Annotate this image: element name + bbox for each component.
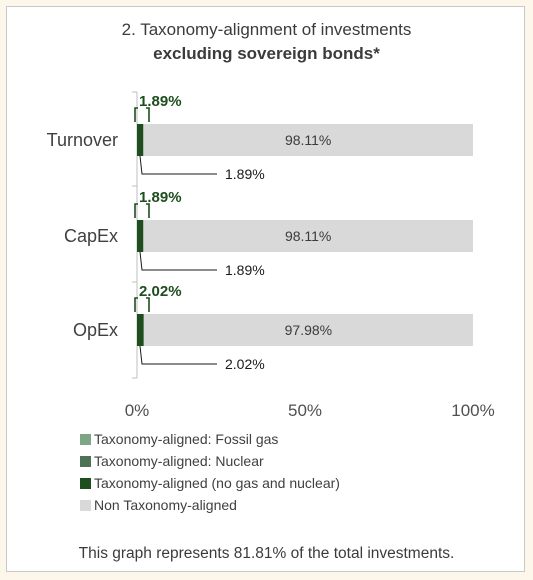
data-label-aligned-callout: 2.02%: [139, 283, 182, 300]
legend-label: Taxonomy-aligned: Nuclear: [94, 453, 264, 469]
legend-swatch: [80, 499, 91, 511]
data-label-aligned-callout: 1.89%: [139, 189, 182, 206]
bar-segment: [137, 314, 144, 346]
footnote: This graph represents 81.81% of the tota…: [78, 545, 455, 562]
legend-label: Taxonomy-aligned: Fossil gas: [94, 431, 279, 447]
legend-label: Non Taxonomy-aligned: [94, 497, 237, 513]
chart-frame: [6, 6, 525, 572]
x-tick-label: 50%: [288, 401, 322, 420]
callout-bracket: [146, 297, 150, 312]
chart-legend: Taxonomy-aligned: Fossil gas Taxonomy-ali…: [80, 428, 340, 516]
data-label-non-aligned: 98.11%: [285, 228, 331, 244]
bar-segment: [143, 124, 473, 156]
callout-bracket: [134, 297, 138, 312]
bar-segment: [143, 314, 473, 346]
callout-bracket: [134, 203, 138, 218]
data-label-aligned: 1.89%: [225, 166, 265, 182]
bar-segment: [137, 124, 144, 156]
data-label-non-aligned: 97.98%: [285, 322, 332, 338]
category-label: OpEx: [73, 320, 118, 340]
data-label-aligned-callout: 1.89%: [139, 93, 182, 110]
x-tick-label: 0%: [125, 401, 150, 420]
category-label: CapEx: [64, 226, 118, 246]
legend-swatch: [80, 477, 91, 489]
bar-segment: [143, 220, 473, 252]
data-label-non-aligned: 98.11%: [285, 132, 331, 148]
legend-label: Taxonomy-aligned (no gas and nuclear): [94, 475, 340, 491]
chart-title: 2. Taxonomy-alignment of investments: [121, 20, 412, 39]
leader-line: [139, 155, 217, 175]
legend-swatch: [80, 455, 91, 467]
callout-bracket: [146, 203, 150, 218]
leader-line: [139, 251, 217, 271]
legend-item: Taxonomy-aligned: Nuclear: [80, 450, 340, 472]
category-label: Turnover: [47, 130, 118, 150]
data-label-aligned: 1.89%: [225, 262, 265, 278]
legend-swatch: [80, 433, 91, 445]
x-tick-label: 100%: [451, 401, 494, 420]
callout-bracket: [146, 107, 150, 122]
data-label-aligned: 2.02%: [225, 356, 265, 372]
legend-item: Non Taxonomy-aligned: [80, 494, 340, 516]
chart-subtitle: excluding sovereign bonds*: [153, 44, 380, 63]
legend-item: Taxonomy-aligned (no gas and nuclear): [80, 472, 340, 494]
bar-segment: [137, 220, 144, 252]
callout-bracket: [134, 107, 138, 122]
leader-line: [139, 345, 217, 365]
bar-chart: 0% 50% 100% Turnover 98.11% 1.89% 1.89% CapEx 98…: [47, 91, 495, 420]
legend-item: Taxonomy-aligned: Fossil gas: [80, 428, 340, 450]
